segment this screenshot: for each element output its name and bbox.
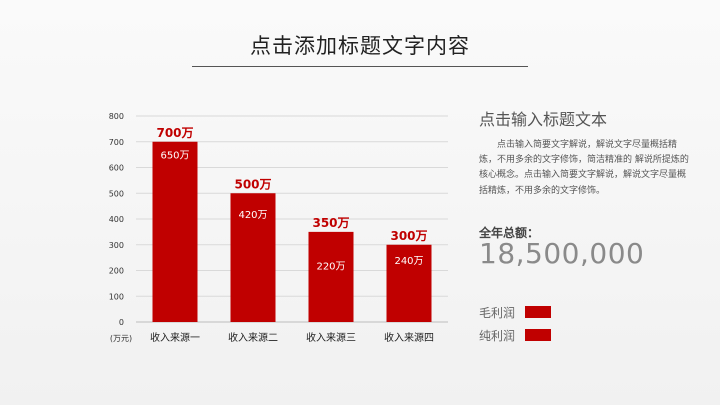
legend-label: 纯利润	[479, 329, 516, 343]
y-tick-label: 600	[109, 164, 124, 173]
legend-swatch	[525, 329, 551, 341]
y-tick-label: 700	[109, 138, 124, 147]
x-category-label: 收入来源三	[306, 331, 356, 344]
panel-body-text: 点击输入简要文字解说，解说文字尽量概括精炼，不用多余的文字修饰，简洁精准的 解说…	[479, 140, 689, 196]
slide-title: 点击添加标题文字内容	[250, 34, 470, 58]
y-tick-label: 500	[109, 189, 124, 198]
bar	[230, 193, 276, 322]
x-category-label: 收入来源二	[228, 331, 278, 344]
bar-value-label: 350万	[312, 216, 349, 230]
y-tick-label: 300	[109, 241, 124, 250]
y-tick-label: 800	[109, 112, 124, 121]
bar	[308, 231, 354, 322]
total-value: 18,500,000	[479, 237, 645, 270]
bar-inner-label: 420万	[238, 210, 267, 221]
y-tick-label: 100	[109, 292, 124, 301]
bar-inner-label: 650万	[160, 151, 189, 162]
bar-value-label: 500万	[234, 177, 271, 191]
y-tick-label: 0	[119, 318, 124, 327]
bar-inner-label: 220万	[316, 261, 345, 272]
y-tick-label: 200	[109, 267, 124, 276]
bar-value-label: 300万	[390, 229, 427, 243]
bar	[152, 141, 198, 322]
bar	[386, 244, 432, 322]
legend-label: 毛利润	[479, 306, 516, 320]
total-label: 全年总额：	[479, 226, 540, 240]
x-category-label: 收入来源一	[150, 331, 200, 344]
x-category-label: 收入来源四	[384, 331, 434, 344]
title-divider	[192, 66, 528, 67]
bar-value-label: 700万	[156, 126, 193, 140]
bar-inner-label: 240万	[394, 256, 423, 267]
y-unit-label: (万元)	[110, 334, 132, 343]
y-tick-label: 400	[109, 215, 124, 224]
legend-swatch	[525, 306, 551, 318]
panel-title: 点击输入标题文本	[479, 110, 608, 129]
